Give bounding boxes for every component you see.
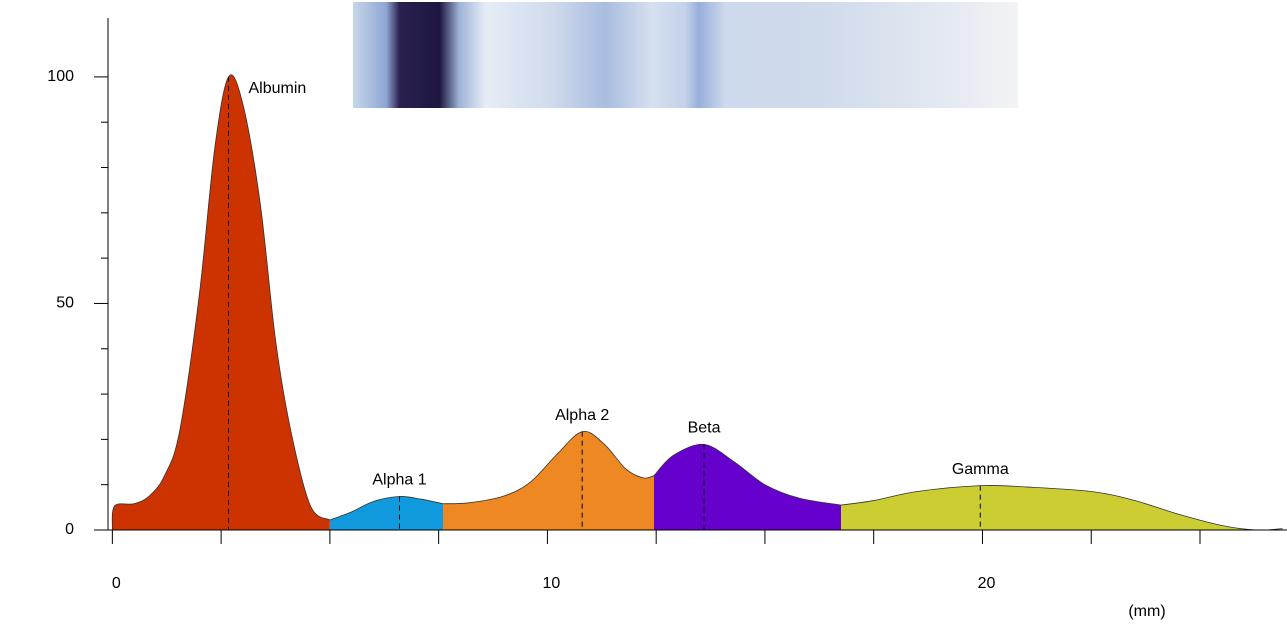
x-tick-label: 10 xyxy=(543,575,561,592)
fraction-outline xyxy=(111,74,331,531)
fraction-outline xyxy=(442,431,655,505)
y-tick-label: 100 xyxy=(47,68,74,85)
fraction-area xyxy=(653,444,842,530)
fraction-label: Alpha 2 xyxy=(555,407,609,424)
y-tick-label: 50 xyxy=(56,295,74,312)
x-tick-label: 0 xyxy=(112,575,121,592)
fraction-label: Albumin xyxy=(249,80,307,97)
y-tick-label: 0 xyxy=(65,521,74,538)
x-tick-label: 20 xyxy=(978,575,996,592)
fraction-area xyxy=(329,496,443,530)
fraction-label: Beta xyxy=(688,420,721,437)
gel-strip xyxy=(353,2,1018,108)
fraction-area xyxy=(112,74,330,530)
fraction-outline xyxy=(653,443,842,506)
fraction-label: Alpha 1 xyxy=(372,472,426,489)
fraction-outline xyxy=(329,496,444,521)
fraction-outline xyxy=(841,484,1283,531)
x-axis-label: (mm) xyxy=(1128,603,1165,620)
fraction-label: Gamma xyxy=(952,461,1009,478)
fraction-area xyxy=(841,485,1283,531)
fraction-area xyxy=(442,431,654,530)
